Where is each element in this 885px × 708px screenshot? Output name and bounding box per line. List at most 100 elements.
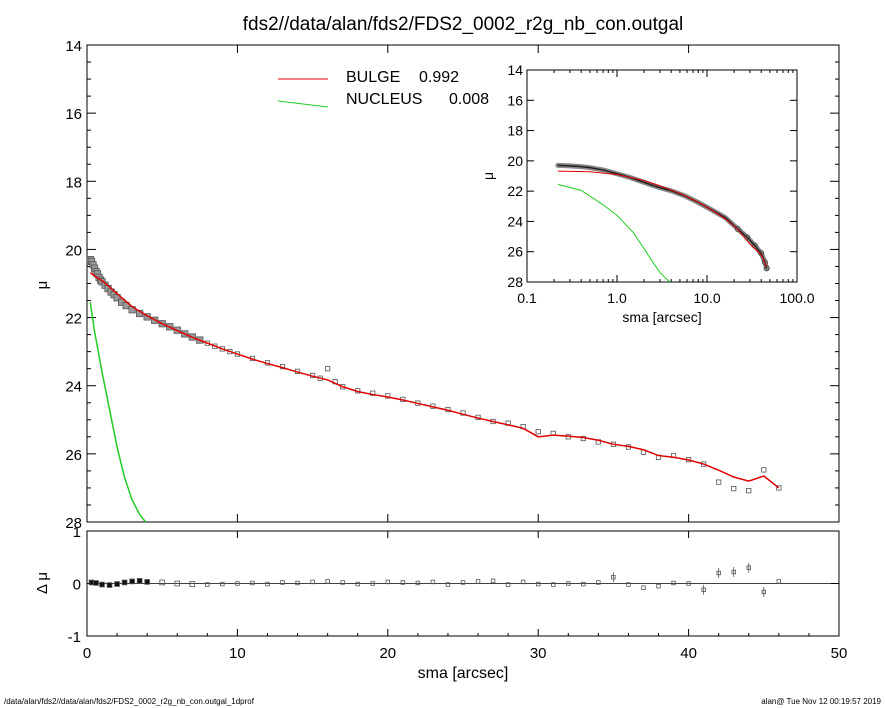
legend-label-nucleus: NUCLEUS [346, 91, 422, 108]
residual-point [159, 579, 166, 586]
main-y-axis-label: μ [34, 281, 51, 290]
inset-panel: 0.1 1.0 10.0 100.0 14 16 18 20 22 24 26 28 μ sma [arc… [480, 62, 815, 325]
residual-point [641, 585, 646, 590]
residual-point [295, 580, 300, 586]
x-tick-label: 40 [680, 645, 697, 662]
residual-point [355, 581, 360, 587]
residual-point [671, 580, 676, 586]
residual-point [220, 581, 225, 587]
legend-label-bulge: BULGE [346, 69, 400, 86]
residual-point [430, 579, 436, 585]
main-y-tick-label: 18 [65, 174, 82, 191]
x-tick-label: 50 [831, 645, 848, 662]
x-tick-label: 0 [83, 645, 91, 662]
residual-point [88, 579, 95, 586]
residual-point [189, 581, 196, 587]
main-data-point [761, 467, 767, 473]
residual-y-tick-label: 0 [73, 577, 81, 594]
main-y-tick-label: 26 [65, 447, 82, 464]
x-tick-label: 10 [229, 645, 246, 662]
residual-point [280, 580, 285, 585]
residual-point [385, 579, 390, 585]
residual-y-tick-label: -1 [68, 629, 81, 646]
footer-left: /data/alan/fds2//data/alan/fds2/FDS2_000… [4, 697, 254, 706]
inset-x-axis-label: sma [arcsec] [622, 309, 701, 325]
residual-y-tick-label: 1 [73, 524, 81, 541]
inset-y-axis-label: μ [480, 172, 496, 180]
main-y-tick-label: 20 [65, 242, 82, 259]
inset-y-tick-label: 22 [507, 183, 523, 199]
residual-point [114, 581, 120, 587]
inset-y-tick-label: 24 [507, 213, 523, 229]
residual-point [445, 582, 451, 587]
residual-point [536, 581, 541, 587]
residual-point [415, 580, 421, 586]
inset-y-tick-label: 18 [507, 123, 523, 139]
legend-swatch-nucleus [277, 100, 329, 108]
residual-point [490, 578, 496, 584]
residual-point [325, 579, 330, 584]
residual-point [776, 579, 782, 584]
residual-point [235, 581, 240, 586]
residual-point [596, 580, 601, 585]
main-y-tick-label: 22 [65, 311, 82, 328]
residual-point [656, 583, 661, 589]
residual-point [566, 581, 571, 586]
inset-x-tick-label: 1.0 [607, 290, 627, 306]
inset-x-tick-label: 0.1 [517, 290, 537, 306]
residual-point [136, 578, 143, 584]
main-data-point [776, 485, 782, 491]
residual-point [340, 580, 345, 585]
inset-y-tick-label: 20 [507, 153, 523, 169]
legend-value-bulge: 0.992 [419, 69, 459, 86]
residual-point [400, 580, 406, 585]
residual-point [686, 581, 691, 586]
main-data-point [535, 429, 541, 435]
inset-y-tick-label: 14 [507, 62, 523, 78]
main-panel: 14 16 18 20 22 24 26 28 μ BULGE 0.992 NUCLEUS 0.008 [34, 38, 840, 532]
inset-y-tick-label: 28 [507, 274, 523, 290]
inset-nucleus-line [557, 183, 671, 283]
main-y-tick-label: 28 [65, 515, 82, 532]
residual-point [174, 580, 181, 587]
residual-point [129, 578, 135, 585]
main-nucleus-line [89, 302, 147, 523]
main-data-point [716, 479, 722, 485]
residual-point [265, 581, 270, 587]
inset-data-line [557, 164, 768, 269]
main-y-tick-label: 16 [65, 106, 82, 123]
residual-y-axis-label: Δ μ [34, 572, 51, 594]
main-data-point [325, 366, 331, 372]
residual-point [310, 579, 315, 585]
inset-x-tick-label: 10.0 [693, 290, 720, 306]
main-y-tick-label: 14 [65, 38, 82, 55]
residual-point [551, 582, 556, 587]
legend-value-nucleus: 0.008 [449, 91, 489, 108]
inset-x-tick-label: 100.0 [779, 290, 814, 306]
residual-point [93, 580, 99, 586]
x-tick-label: 30 [530, 645, 547, 662]
inset-y-tick-label: 26 [507, 244, 523, 260]
inset-bulge-line [557, 170, 768, 268]
inset-data-point [761, 259, 768, 266]
main-data-point [731, 486, 737, 492]
residual-point [106, 582, 113, 588]
residual-point [475, 579, 481, 584]
residual-point [626, 582, 631, 587]
residual-point [99, 581, 105, 588]
chart-title: fds2//data/alan/fds2/FDS2_0002_r2g_nb_co… [243, 14, 684, 35]
residual-point [460, 580, 466, 585]
x-tick-label: 20 [379, 645, 396, 662]
residual-point [250, 580, 255, 586]
main-y-tick-label: 24 [65, 379, 82, 396]
residual-point [144, 579, 150, 585]
main-data-point [370, 390, 376, 396]
residual-point [505, 582, 511, 587]
main-bulge-line [89, 272, 780, 489]
residual-point [581, 581, 586, 587]
footer-right: alan@ Tue Nov 12 00:19:57 2019 [761, 697, 881, 706]
residual-point [520, 579, 526, 585]
x-axis-label: sma [arcsec] [418, 665, 509, 682]
